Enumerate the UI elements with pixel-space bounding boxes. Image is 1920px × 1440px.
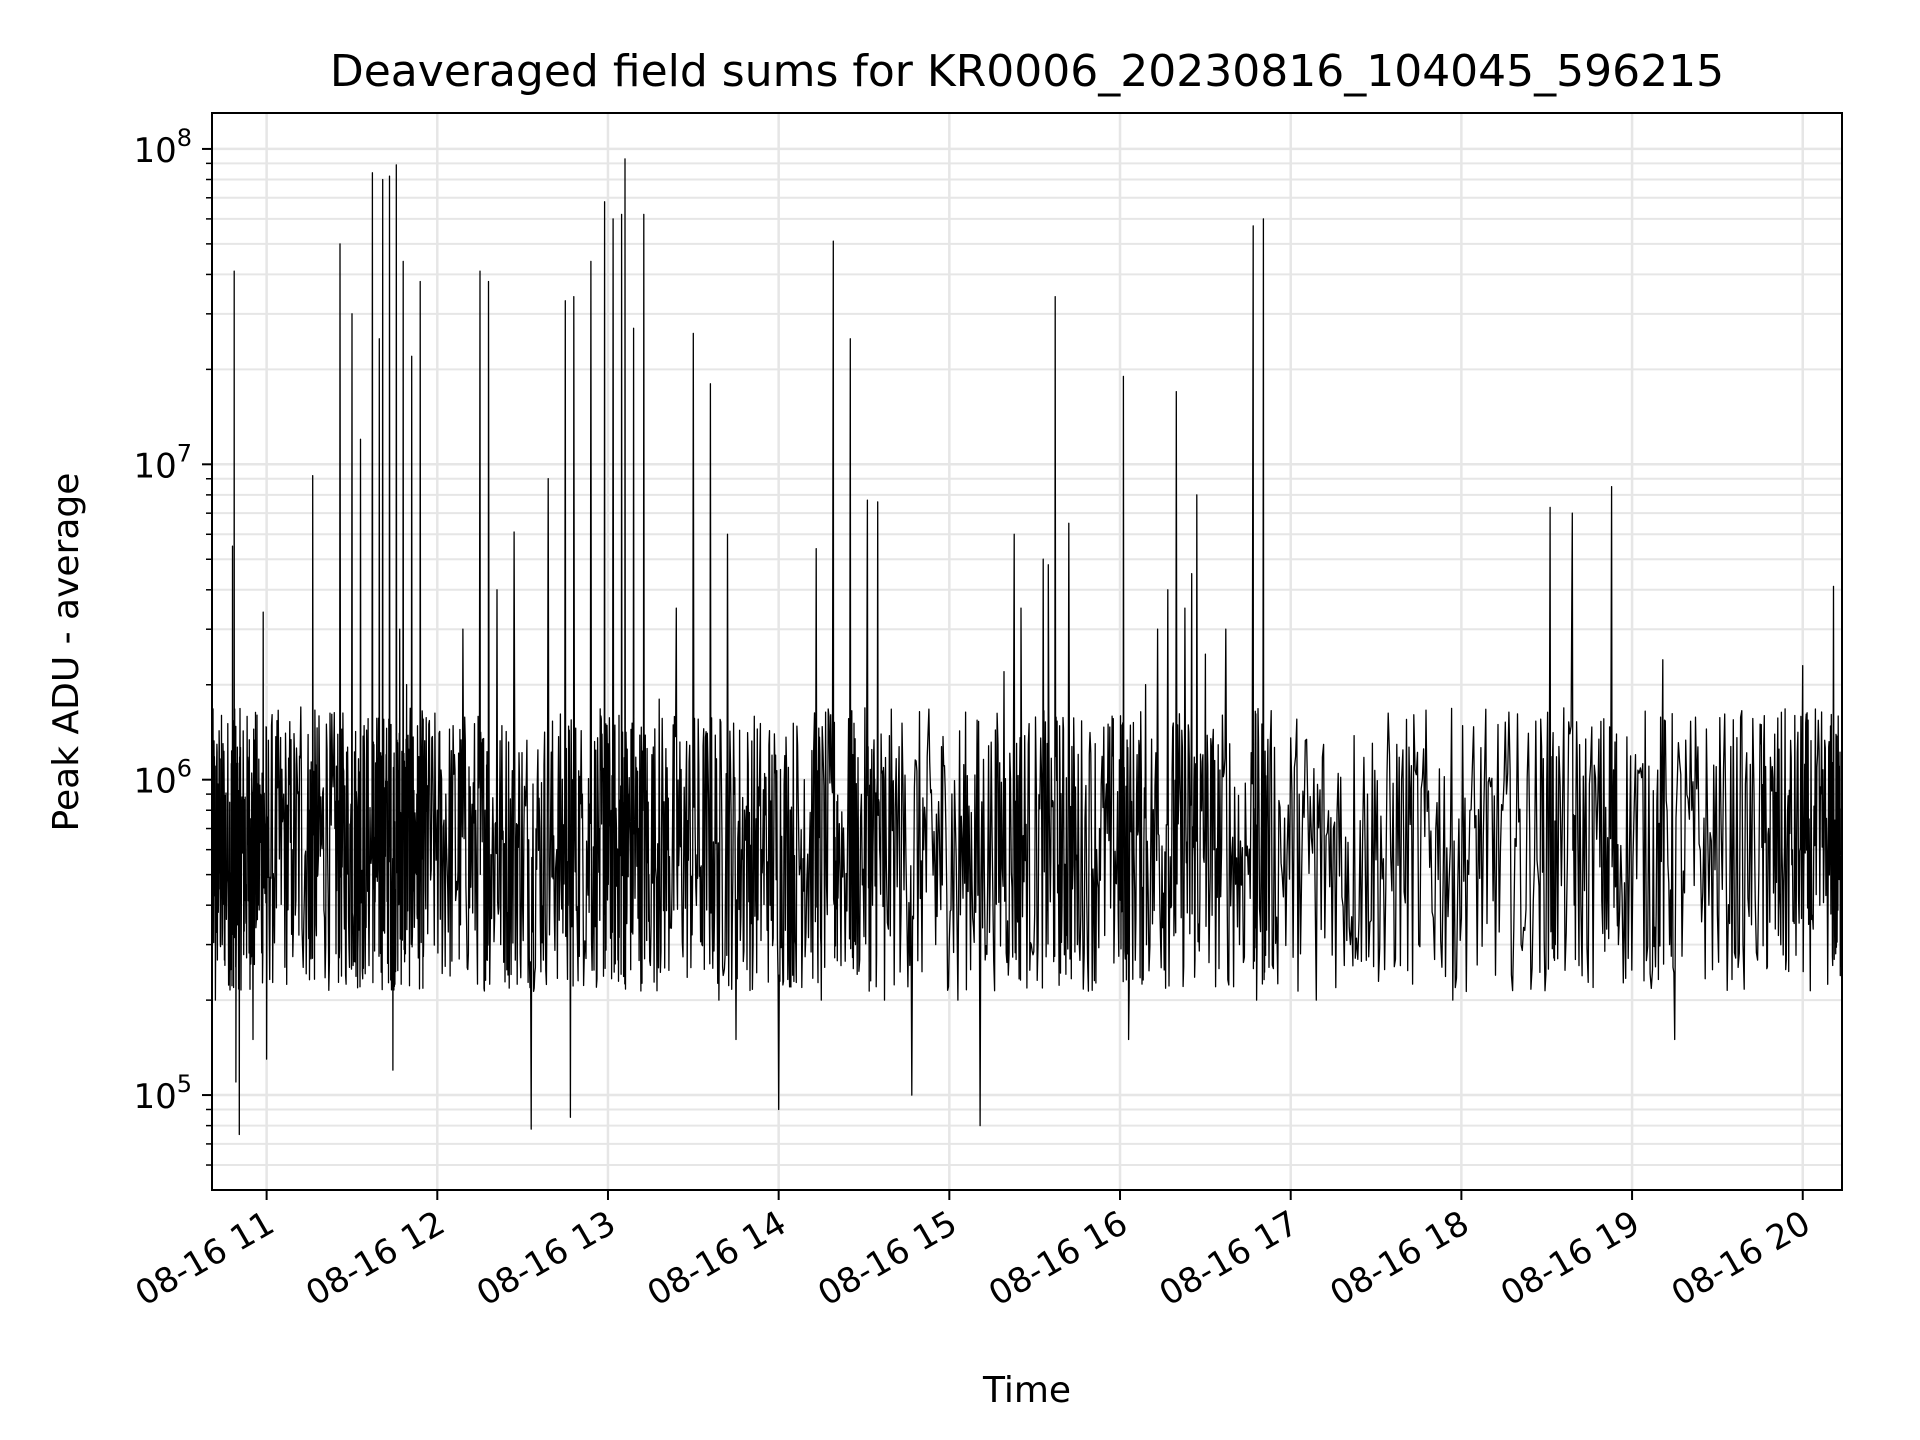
series-line-0 (212, 158, 1842, 1136)
y-axis-label: Peak ADU - average (46, 473, 87, 832)
y-tick-label: 108 (133, 124, 192, 171)
x-axis-label: Time (982, 1370, 1071, 1411)
series-group (212, 158, 1842, 1136)
plot-frame (211, 112, 1843, 1191)
y-tick-label: 105 (133, 1070, 192, 1117)
y-tick-label: 106 (133, 755, 192, 802)
y-axis: 105 106 107 108 (133, 124, 212, 1166)
y-tick-label: 107 (133, 439, 192, 486)
chart-title: Deaveraged field sums for KR0006_2023081… (330, 46, 1724, 97)
